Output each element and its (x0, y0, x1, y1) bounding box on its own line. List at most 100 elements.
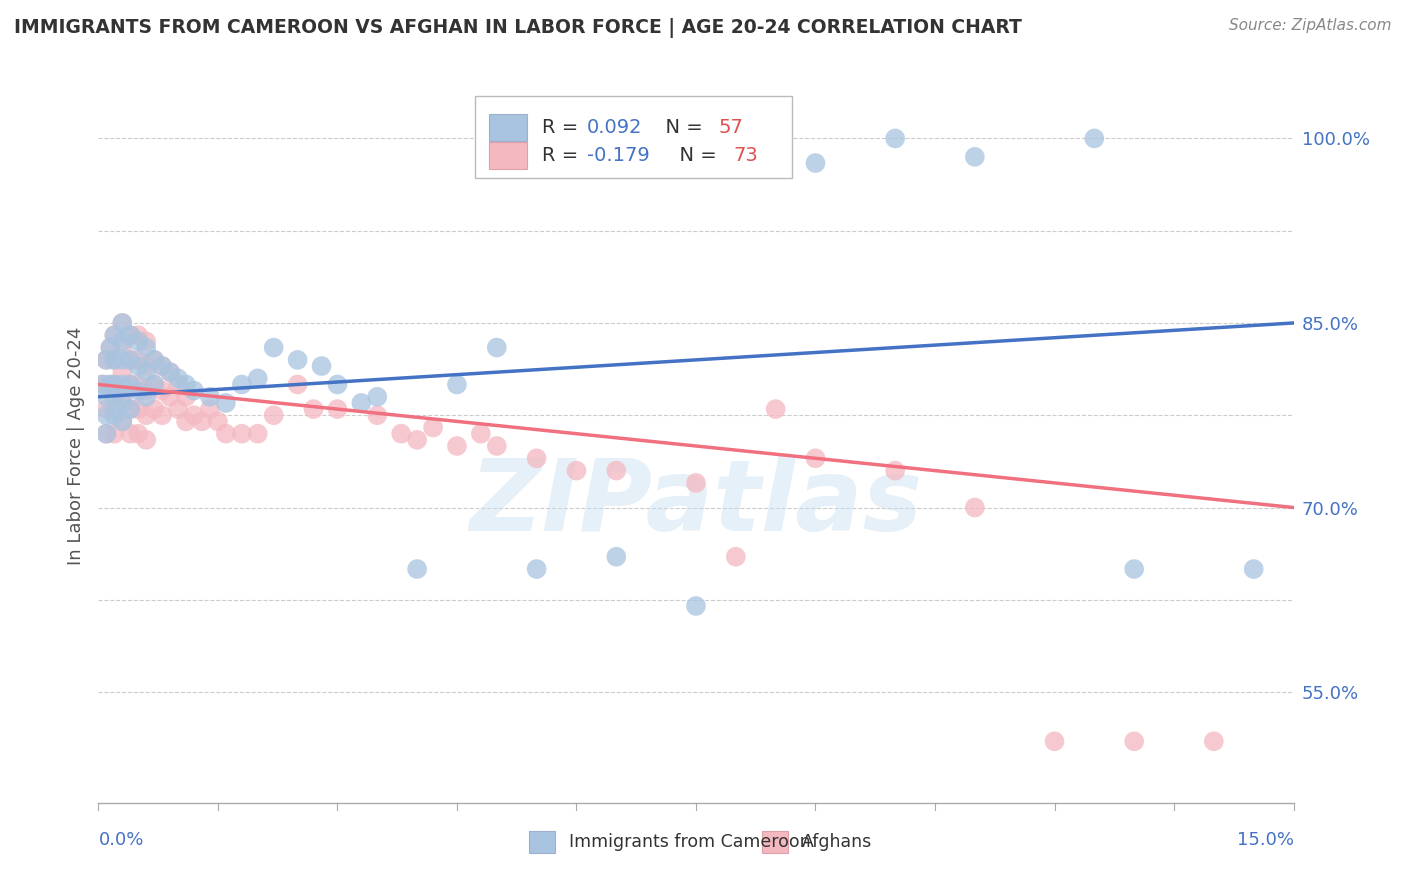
Point (470, 426, 492, 441)
Point (135, 341, 157, 355)
Point (159, 390, 181, 404)
Text: ZIPatlas: ZIPatlas (470, 455, 922, 551)
Point (685, 599, 707, 613)
Point (96, 409, 118, 423)
Point (135, 433, 157, 447)
Point (485, 439, 508, 453)
Point (167, 377, 190, 392)
Point (326, 402, 349, 417)
Point (111, 396, 134, 410)
Point (111, 414, 134, 428)
Point (1083, 131, 1105, 145)
Point (446, 439, 468, 453)
Point (446, 377, 468, 392)
Point (804, 156, 827, 170)
Point (526, 562, 548, 576)
Point (366, 390, 388, 404)
Point (135, 390, 157, 404)
Text: Immigrants from Cameroon: Immigrants from Cameroon (569, 833, 811, 851)
Point (103, 426, 125, 441)
Bar (489, 114, 527, 141)
Point (422, 420, 444, 434)
Point (366, 409, 388, 423)
Text: N =: N = (652, 118, 709, 137)
Point (406, 433, 429, 447)
Point (120, 426, 142, 441)
Point (389, 426, 412, 441)
Point (127, 377, 149, 392)
Point (159, 365, 181, 379)
Point (215, 396, 238, 410)
Bar (489, 142, 527, 169)
Point (174, 390, 197, 404)
Point (1043, 734, 1066, 748)
Point (96, 352, 118, 367)
Point (120, 402, 142, 417)
Point (246, 371, 269, 385)
Point (135, 359, 157, 373)
Point (135, 409, 157, 423)
Point (103, 352, 125, 367)
Point (167, 402, 190, 417)
Text: 15.0%: 15.0% (1236, 831, 1294, 849)
Point (605, 464, 627, 478)
Point (287, 377, 309, 392)
Point (143, 377, 166, 392)
Point (127, 352, 149, 367)
Point (120, 402, 142, 417)
Point (884, 464, 907, 478)
Point (111, 341, 134, 355)
Point (1123, 562, 1146, 576)
Point (120, 328, 142, 343)
Point (191, 414, 214, 428)
Point (103, 390, 125, 404)
Point (143, 352, 166, 367)
Point (159, 365, 181, 379)
Point (167, 371, 190, 385)
Point (127, 359, 149, 373)
Text: 73: 73 (733, 146, 758, 165)
Point (302, 402, 325, 417)
Point (1202, 734, 1225, 748)
Point (135, 365, 157, 379)
Point (111, 377, 134, 392)
Point (120, 352, 142, 367)
Point (963, 150, 986, 164)
Point (150, 359, 173, 373)
Point (135, 334, 157, 349)
Point (263, 341, 285, 355)
Point (605, 549, 627, 564)
Point (103, 402, 125, 417)
Point (183, 384, 205, 398)
Point (311, 359, 333, 373)
Text: 57: 57 (718, 118, 744, 137)
Text: 0.0%: 0.0% (98, 831, 143, 849)
Point (96, 390, 118, 404)
Point (724, 549, 747, 564)
Point (103, 328, 125, 343)
Point (143, 377, 166, 392)
Point (120, 328, 142, 343)
Point (215, 426, 238, 441)
Point (103, 377, 125, 392)
Point (111, 316, 134, 330)
Point (98, 341, 122, 355)
Point (96, 426, 118, 441)
Point (120, 377, 142, 392)
Point (111, 352, 134, 367)
Point (103, 328, 125, 343)
Point (103, 377, 125, 392)
Point (120, 352, 142, 367)
Point (111, 334, 134, 349)
Point (91, 377, 114, 392)
Point (183, 409, 205, 423)
Point (485, 341, 508, 355)
Point (963, 500, 986, 515)
Point (174, 377, 197, 392)
Text: N =: N = (668, 146, 723, 165)
Point (406, 562, 429, 576)
Point (103, 352, 125, 367)
Point (150, 409, 173, 423)
Text: R =: R = (541, 118, 585, 137)
Text: -0.179: -0.179 (588, 146, 650, 165)
